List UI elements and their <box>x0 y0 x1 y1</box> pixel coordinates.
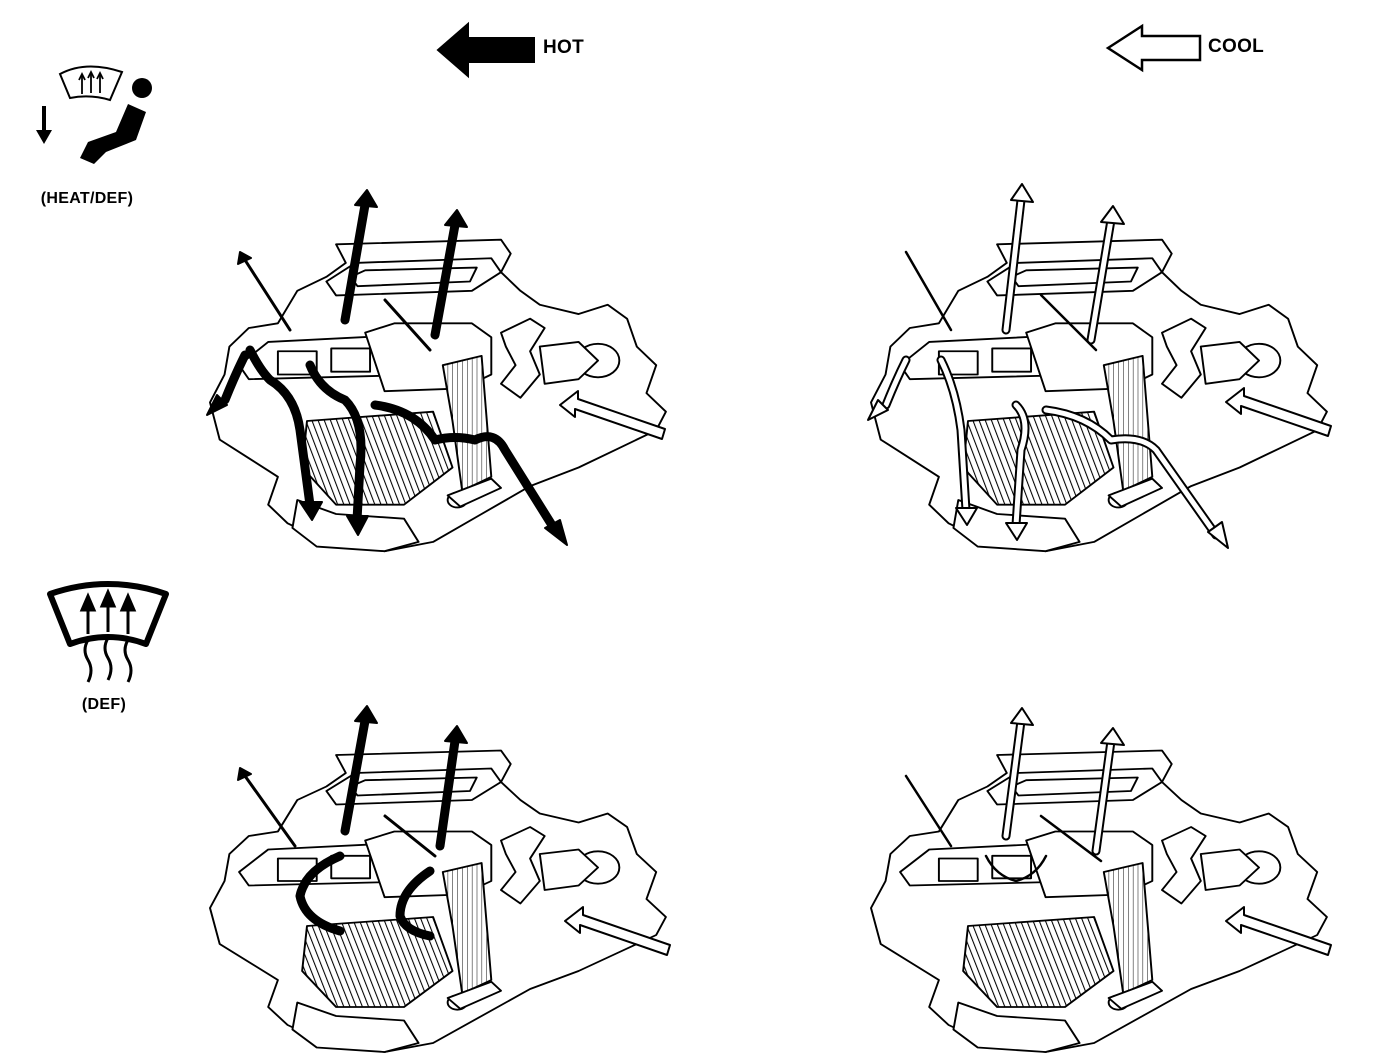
heat-def-mode-icon <box>36 65 152 164</box>
def-mode-label: (DEF) <box>81 696 127 713</box>
hot-legend-arrow-icon <box>436 21 535 79</box>
person-icon <box>132 78 152 98</box>
cool-legend-arrow-icon <box>1105 23 1202 73</box>
heat-def-cool-diagram <box>867 183 1332 553</box>
cool-legend-label: COOL <box>1208 36 1265 57</box>
hot-airflow-arrows <box>220 200 560 535</box>
defrost-mode-icon <box>47 581 169 683</box>
hot-legend-label: HOT <box>543 37 585 58</box>
floor-arrow-icon <box>36 106 52 144</box>
heat-def-hot-diagram <box>206 189 667 553</box>
hot-airflow-arrows <box>295 716 460 941</box>
def-hot-diagram <box>209 705 671 1053</box>
heat-def-mode-label: (HEAT/DEF) <box>40 190 134 207</box>
def-cool-diagram <box>870 707 1332 1053</box>
